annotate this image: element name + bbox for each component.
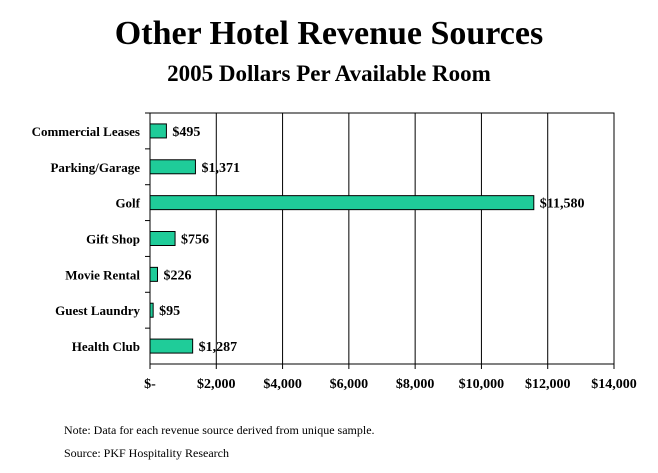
x-tick-label: $- — [144, 377, 156, 392]
bar — [149, 123, 167, 139]
data-label: $226 — [163, 268, 191, 283]
data-label: $1,371 — [201, 161, 240, 176]
x-tick-label: $12,000 — [525, 377, 571, 392]
category-label: Commercial Leases — [32, 124, 140, 139]
bar — [149, 195, 535, 211]
plot-area-frame — [149, 112, 615, 365]
x-tick-label: $10,000 — [459, 377, 505, 392]
data-label: $1,287 — [199, 340, 238, 355]
x-tick-label: $14,000 — [591, 377, 637, 392]
bar — [149, 338, 194, 354]
bar — [149, 266, 158, 282]
category-label: Gift Shop — [86, 232, 140, 247]
source-note: Source: PKF Hospitality Research — [64, 446, 229, 460]
bar — [149, 231, 176, 246]
category-label: Movie Rental — [65, 267, 140, 282]
data-note: Note: Data for each revenue source deriv… — [64, 423, 375, 437]
category-label: Health Club — [72, 339, 140, 354]
x-tick-label: $8,000 — [396, 377, 435, 392]
data-label: $11,580 — [540, 197, 585, 212]
x-tick-label: $6,000 — [330, 377, 369, 392]
bar — [149, 159, 196, 175]
data-label: $95 — [159, 304, 180, 319]
x-tick-label: $4,000 — [263, 377, 302, 392]
category-label: Parking/Garage — [50, 160, 140, 175]
category-label: Golf — [115, 196, 140, 211]
chart-subtitle: 2005 Dollars Per Available Room — [167, 61, 491, 86]
category-label: Guest Laundry — [55, 303, 140, 318]
x-tick-label: $2,000 — [197, 377, 236, 392]
chart-title: Other Hotel Revenue Sources — [114, 15, 544, 52]
data-label: $495 — [172, 125, 200, 140]
data-label: $756 — [181, 233, 209, 248]
